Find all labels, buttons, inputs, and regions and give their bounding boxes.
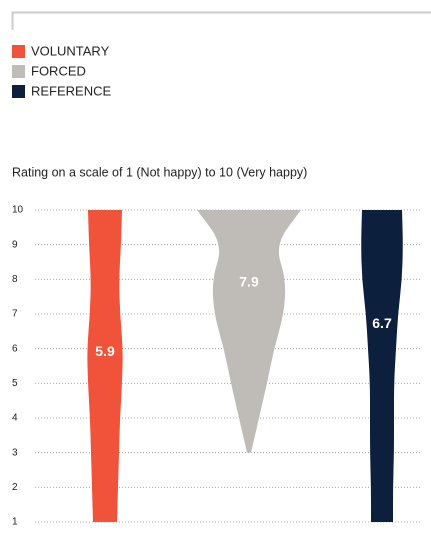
y-tick-label: 5 <box>12 378 18 389</box>
legend-swatch <box>12 65 25 78</box>
legend-label: VOLUNTARY <box>31 43 110 58</box>
median-label: 7.9 <box>239 274 259 290</box>
median-label: 6.7 <box>372 315 392 331</box>
y-tick-label: 10 <box>12 205 24 216</box>
y-tick-label: 2 <box>12 482 18 493</box>
legend-swatch <box>12 45 25 58</box>
chart-subtitle: Rating on a scale of 1 (Not happy) to 10… <box>12 165 307 179</box>
y-tick-label: 9 <box>12 239 18 250</box>
legend-swatch <box>12 85 25 98</box>
violin <box>87 210 122 522</box>
y-tick-label: 3 <box>12 447 18 458</box>
violin <box>197 210 301 453</box>
y-tick-label: 6 <box>12 343 18 354</box>
y-tick-label: 8 <box>12 274 18 285</box>
frame-bracket <box>13 13 431 31</box>
violin <box>361 210 403 522</box>
legend-label: REFERENCE <box>31 83 112 98</box>
y-tick-label: 4 <box>12 413 18 424</box>
legend-label: FORCED <box>31 63 86 78</box>
y-tick-label: 7 <box>12 309 18 320</box>
median-label: 5.9 <box>95 343 115 359</box>
y-tick-label: 1 <box>12 517 18 528</box>
